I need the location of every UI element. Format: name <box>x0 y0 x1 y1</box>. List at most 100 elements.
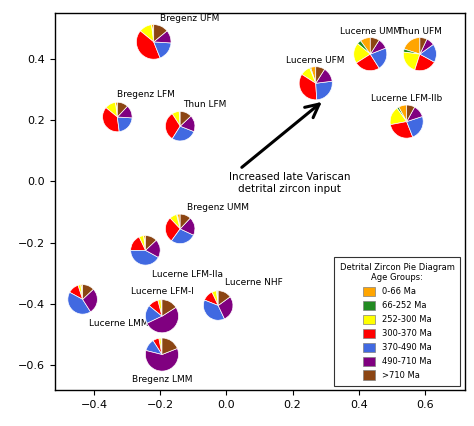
Wedge shape <box>151 25 154 42</box>
Wedge shape <box>146 348 179 371</box>
Wedge shape <box>391 121 413 138</box>
Wedge shape <box>420 39 433 54</box>
Wedge shape <box>152 25 154 42</box>
Wedge shape <box>68 292 91 314</box>
Wedge shape <box>415 54 434 71</box>
Wedge shape <box>212 291 218 305</box>
Wedge shape <box>302 68 316 83</box>
Wedge shape <box>316 81 332 100</box>
Wedge shape <box>118 102 128 117</box>
Wedge shape <box>144 236 146 250</box>
Wedge shape <box>165 114 180 139</box>
Wedge shape <box>137 31 160 59</box>
Wedge shape <box>139 236 146 250</box>
Wedge shape <box>370 48 387 68</box>
Wedge shape <box>354 43 370 63</box>
Wedge shape <box>170 215 180 229</box>
Wedge shape <box>161 299 162 316</box>
Text: Bregenz UFM: Bregenz UFM <box>160 14 219 23</box>
Wedge shape <box>407 116 423 137</box>
Wedge shape <box>131 237 146 250</box>
Wedge shape <box>356 54 379 71</box>
Wedge shape <box>146 236 156 250</box>
Wedge shape <box>118 106 132 118</box>
Wedge shape <box>316 69 332 83</box>
Wedge shape <box>179 112 180 126</box>
Wedge shape <box>70 285 82 299</box>
Wedge shape <box>204 292 218 305</box>
Text: Thun UFM: Thun UFM <box>397 27 442 36</box>
Wedge shape <box>407 105 415 121</box>
Wedge shape <box>420 44 437 62</box>
Wedge shape <box>310 67 316 83</box>
Wedge shape <box>82 289 97 312</box>
Wedge shape <box>397 107 407 121</box>
Wedge shape <box>177 214 180 229</box>
Wedge shape <box>180 112 191 126</box>
Wedge shape <box>144 236 146 250</box>
Wedge shape <box>172 112 180 126</box>
Wedge shape <box>147 307 179 333</box>
Wedge shape <box>149 300 162 316</box>
Text: Lucerne LFM-IIa: Lucerne LFM-IIa <box>152 271 223 279</box>
Wedge shape <box>82 285 93 299</box>
Wedge shape <box>310 68 316 83</box>
Wedge shape <box>161 338 162 354</box>
Wedge shape <box>218 297 233 319</box>
Wedge shape <box>162 338 177 354</box>
Wedge shape <box>140 25 154 42</box>
Wedge shape <box>217 291 218 305</box>
Text: Bregenz LFM: Bregenz LFM <box>118 89 175 98</box>
Wedge shape <box>361 37 370 54</box>
Wedge shape <box>116 102 118 117</box>
Wedge shape <box>153 338 162 354</box>
Wedge shape <box>176 214 180 229</box>
Text: Lucerne UMM: Lucerne UMM <box>340 27 401 36</box>
Wedge shape <box>404 37 420 54</box>
Wedge shape <box>106 102 118 117</box>
Wedge shape <box>357 41 370 54</box>
Wedge shape <box>78 285 82 299</box>
Wedge shape <box>216 291 218 305</box>
Wedge shape <box>180 218 195 235</box>
Text: Bregenz UMM: Bregenz UMM <box>187 203 249 212</box>
Text: Thun LFM: Thun LFM <box>183 100 227 109</box>
Wedge shape <box>180 214 190 229</box>
Text: Lucerne UFM: Lucerne UFM <box>286 56 345 65</box>
Wedge shape <box>154 25 167 42</box>
Text: Lucerne NHF: Lucerne NHF <box>225 278 283 287</box>
Text: Increased late Variscan
detrital zircon input: Increased late Variscan detrital zircon … <box>228 172 350 194</box>
Text: Lucerne LMM: Lucerne LMM <box>89 319 149 328</box>
Wedge shape <box>81 285 82 299</box>
Wedge shape <box>172 229 193 244</box>
Wedge shape <box>420 37 427 54</box>
Wedge shape <box>390 108 407 125</box>
Wedge shape <box>370 40 386 54</box>
Wedge shape <box>203 300 225 320</box>
Legend: 0-66 Ma, 66-252 Ma, 252-300 Ma, 300-370 Ma, 370-490 Ma, 490-710 Ma, >710 Ma: 0-66 Ma, 66-252 Ma, 252-300 Ma, 300-370 … <box>334 257 460 386</box>
Wedge shape <box>180 116 195 132</box>
Wedge shape <box>154 42 171 58</box>
Wedge shape <box>162 299 176 316</box>
Text: Bregenz LMM: Bregenz LMM <box>132 374 192 383</box>
Wedge shape <box>218 291 230 305</box>
Wedge shape <box>146 341 162 354</box>
Wedge shape <box>154 31 171 43</box>
Wedge shape <box>146 240 160 257</box>
Wedge shape <box>407 107 422 121</box>
Wedge shape <box>161 300 162 316</box>
Wedge shape <box>165 218 180 241</box>
Wedge shape <box>399 105 407 121</box>
Wedge shape <box>158 300 162 316</box>
Text: Lucerne LFM-IIb: Lucerne LFM-IIb <box>371 94 442 103</box>
Wedge shape <box>179 112 180 126</box>
Wedge shape <box>316 67 325 83</box>
Wedge shape <box>81 285 82 299</box>
Wedge shape <box>161 338 162 354</box>
Wedge shape <box>403 49 420 54</box>
Wedge shape <box>159 338 162 354</box>
Wedge shape <box>131 250 158 265</box>
Wedge shape <box>118 117 132 132</box>
Wedge shape <box>115 102 118 117</box>
Wedge shape <box>172 126 194 141</box>
